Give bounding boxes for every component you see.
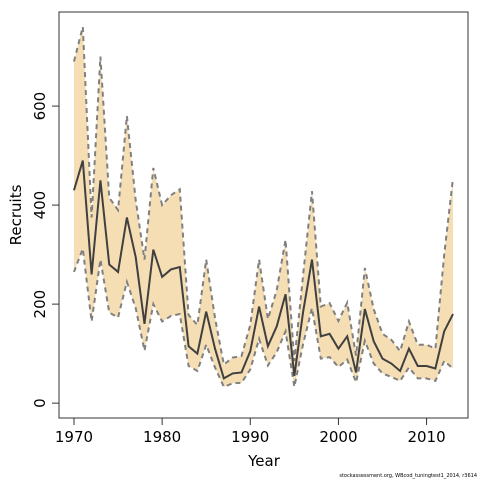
data-point-2004 — [373, 340, 375, 342]
data-point-1973 — [99, 179, 101, 181]
footnote: stockassessment.org, WBcod_tuningtest1_2… — [339, 473, 477, 479]
data-point-1983 — [188, 345, 190, 347]
x-tick-label-1970: 1970 — [55, 428, 93, 446]
data-point-1986 — [214, 348, 216, 350]
data-point-2011 — [434, 367, 436, 369]
data-point-1996 — [302, 311, 304, 313]
data-point-1974 — [108, 264, 110, 266]
data-point-1970 — [73, 189, 75, 191]
data-point-1972 — [91, 273, 93, 275]
data-point-2009 — [417, 365, 419, 367]
data-point-1989 — [240, 371, 242, 373]
upper-bound-line — [73, 26, 455, 367]
x-tick-label-1990: 1990 — [231, 428, 269, 446]
y-tick-label-200: 200 — [31, 290, 49, 319]
y-axis: 0 200 400 600 — [31, 92, 60, 408]
data-point-1988 — [232, 372, 234, 374]
y-tick-label-400: 400 — [31, 191, 49, 220]
data-point-1984 — [196, 353, 198, 355]
data-point-1999 — [329, 333, 331, 335]
recruits-estimate-line — [73, 160, 454, 380]
data-point-1991 — [258, 306, 260, 308]
data-point-1975 — [117, 271, 119, 273]
data-point-2001 — [346, 335, 348, 337]
data-point-1997 — [311, 259, 313, 261]
data-point-1998 — [320, 335, 322, 337]
data-point-1992 — [267, 345, 269, 347]
data-point-2010 — [426, 365, 428, 367]
data-point-1980 — [161, 276, 163, 278]
data-point-2005 — [382, 358, 384, 360]
y-axis-label: Recruits — [7, 184, 25, 245]
data-point-1971 — [82, 160, 84, 162]
data-point-2006 — [390, 363, 392, 365]
confidence-band — [73, 26, 454, 387]
data-point-2013 — [452, 313, 454, 315]
data-point-1979 — [152, 249, 154, 251]
data-point-1982 — [179, 266, 181, 268]
x-tick-label-2000: 2000 — [319, 428, 357, 446]
data-point-1985 — [205, 311, 207, 313]
data-point-1994 — [285, 293, 287, 295]
data-point-1993 — [276, 325, 278, 327]
data-point-1981 — [170, 268, 172, 270]
data-point-2003 — [364, 308, 366, 310]
x-tick-label-1980: 1980 — [143, 428, 181, 446]
data-point-1990 — [249, 350, 251, 352]
y-tick-label-600: 600 — [31, 92, 49, 121]
y-tick-label-0: 0 — [31, 398, 49, 408]
x-tick-label-2010: 2010 — [407, 428, 445, 446]
plot-area — [73, 26, 455, 389]
data-point-2002 — [355, 371, 357, 373]
data-point-1978 — [144, 323, 146, 325]
data-point-2000 — [337, 348, 339, 350]
x-axis: 1970 1980 1990 2000 2010 — [55, 417, 446, 446]
data-point-1987 — [223, 377, 225, 379]
data-point-1995 — [293, 375, 295, 377]
data-point-2007 — [399, 370, 401, 372]
data-point-1977 — [135, 256, 137, 258]
x-axis-label: Year — [247, 452, 281, 470]
data-point-1976 — [126, 216, 128, 218]
data-point-2008 — [408, 348, 410, 350]
data-point-2012 — [443, 330, 445, 332]
